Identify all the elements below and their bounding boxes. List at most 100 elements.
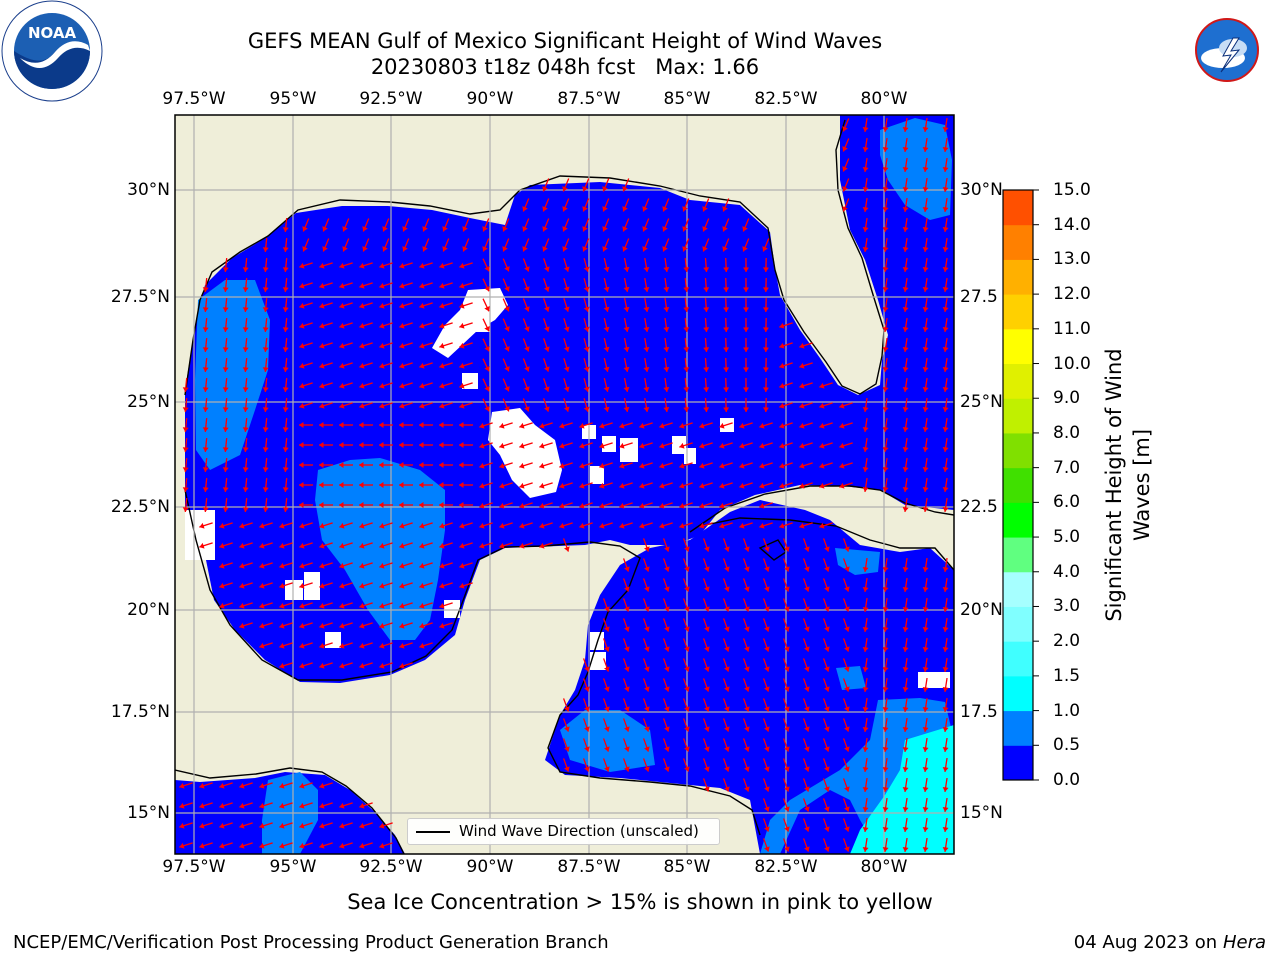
direction-arrow [643,397,650,413]
direction-arrow [499,522,513,529]
direction-arrow [279,582,293,589]
direction-arrow [299,782,313,789]
direction-arrow [583,258,590,272]
direction-arrow [582,698,590,712]
direction-arrow [942,597,949,613]
direction-arrow [762,618,770,632]
direction-arrow [922,337,929,353]
direction-arrow [882,717,889,733]
direction-arrow [299,662,313,669]
direction-arrow [319,502,333,508]
direction-arrow [882,177,889,193]
direction-arrow [702,538,710,552]
direction-arrow [603,298,610,312]
chart-subtitle: 20230803 t18z 048h fcst Max: 1.66 [370,55,760,79]
direction-arrow [902,617,909,633]
lon-label-bottom: 97.5°W [162,857,226,877]
direction-arrow [902,757,909,773]
direction-arrow [842,138,850,152]
direction-arrow [782,638,790,652]
direction-arrow [642,558,650,572]
direction-arrow [299,602,313,609]
direction-arrow [822,798,830,812]
direction-arrow [339,542,353,549]
direction-arrow [279,542,293,549]
direction-arrow [239,842,253,849]
direction-arrow [302,238,310,252]
direction-arrow [522,338,530,352]
direction-arrow [259,802,273,809]
direction-arrow [742,678,750,692]
direction-arrow [499,462,513,469]
direction-arrow [603,338,610,352]
direction-arrow [642,698,650,712]
map-legend: Wind Wave Direction (unscaled) [407,818,720,845]
direction-arrow [239,802,253,809]
direction-arrow [662,718,670,732]
direction-arrow [379,382,393,389]
direction-arrow [839,402,853,409]
direction-arrow [683,277,690,293]
direction-arrow [682,758,690,772]
direction-arrow [522,358,530,372]
direction-arrow [179,802,193,809]
lon-label-bottom: 95°W [269,857,317,877]
lat-label-right: 15°N [960,803,1003,823]
direction-arrow [862,237,869,253]
direction-arrow [722,758,730,772]
direction-arrow [902,637,909,653]
direction-arrow [279,642,293,649]
direction-arrow [643,297,650,313]
direction-arrow [319,782,333,789]
direction-arrow [359,262,373,269]
direction-arrow [202,297,209,313]
direction-arrow [922,177,929,193]
direction-arrow [262,337,269,353]
direction-arrow [822,818,830,832]
direction-arrow [682,658,690,672]
direction-arrow [462,218,470,232]
direction-arrow [222,417,229,433]
direction-arrow [602,598,610,612]
direction-arrow [702,238,710,252]
lat-label-right: 22.5 [960,497,998,517]
direction-arrow [239,542,253,549]
direction-arrow [239,822,253,829]
direction-arrow [702,218,710,232]
direction-arrow [902,477,909,493]
direction-arrow [922,617,929,633]
lat-label-left: 30°N [127,180,170,200]
direction-arrow [542,178,550,192]
direction-arrow [942,437,949,453]
graticule [175,115,954,854]
direction-arrow [582,718,590,732]
direction-arrow [562,758,570,772]
direction-arrow [359,382,373,389]
direction-arrow [459,322,473,329]
direction-arrow [359,522,373,529]
direction-arrow [619,502,633,509]
direction-arrow [299,442,313,448]
direction-arrow [862,117,869,133]
direction-arrow [862,637,869,653]
direction-arrow [702,618,710,632]
direction-arrow [319,482,333,488]
direction-arrow [682,578,690,592]
direction-arrow [242,397,249,413]
direction-arrow [822,558,830,572]
direction-arrow [622,718,630,732]
direction-arrow [239,562,253,569]
direction-arrow [662,238,670,252]
direction-arrow [319,382,333,389]
direction-arrow [882,477,889,493]
direction-arrow [339,522,353,529]
direction-arrow [902,657,909,673]
direction-arrow [599,442,613,449]
footer-date: 04 Aug 2023 on Hera [1074,932,1266,953]
direction-arrow [499,542,513,549]
direction-arrow [439,482,453,488]
lat-label-right: 20°N [960,600,1003,620]
direction-arrow [922,137,929,153]
direction-arrow [539,462,553,469]
